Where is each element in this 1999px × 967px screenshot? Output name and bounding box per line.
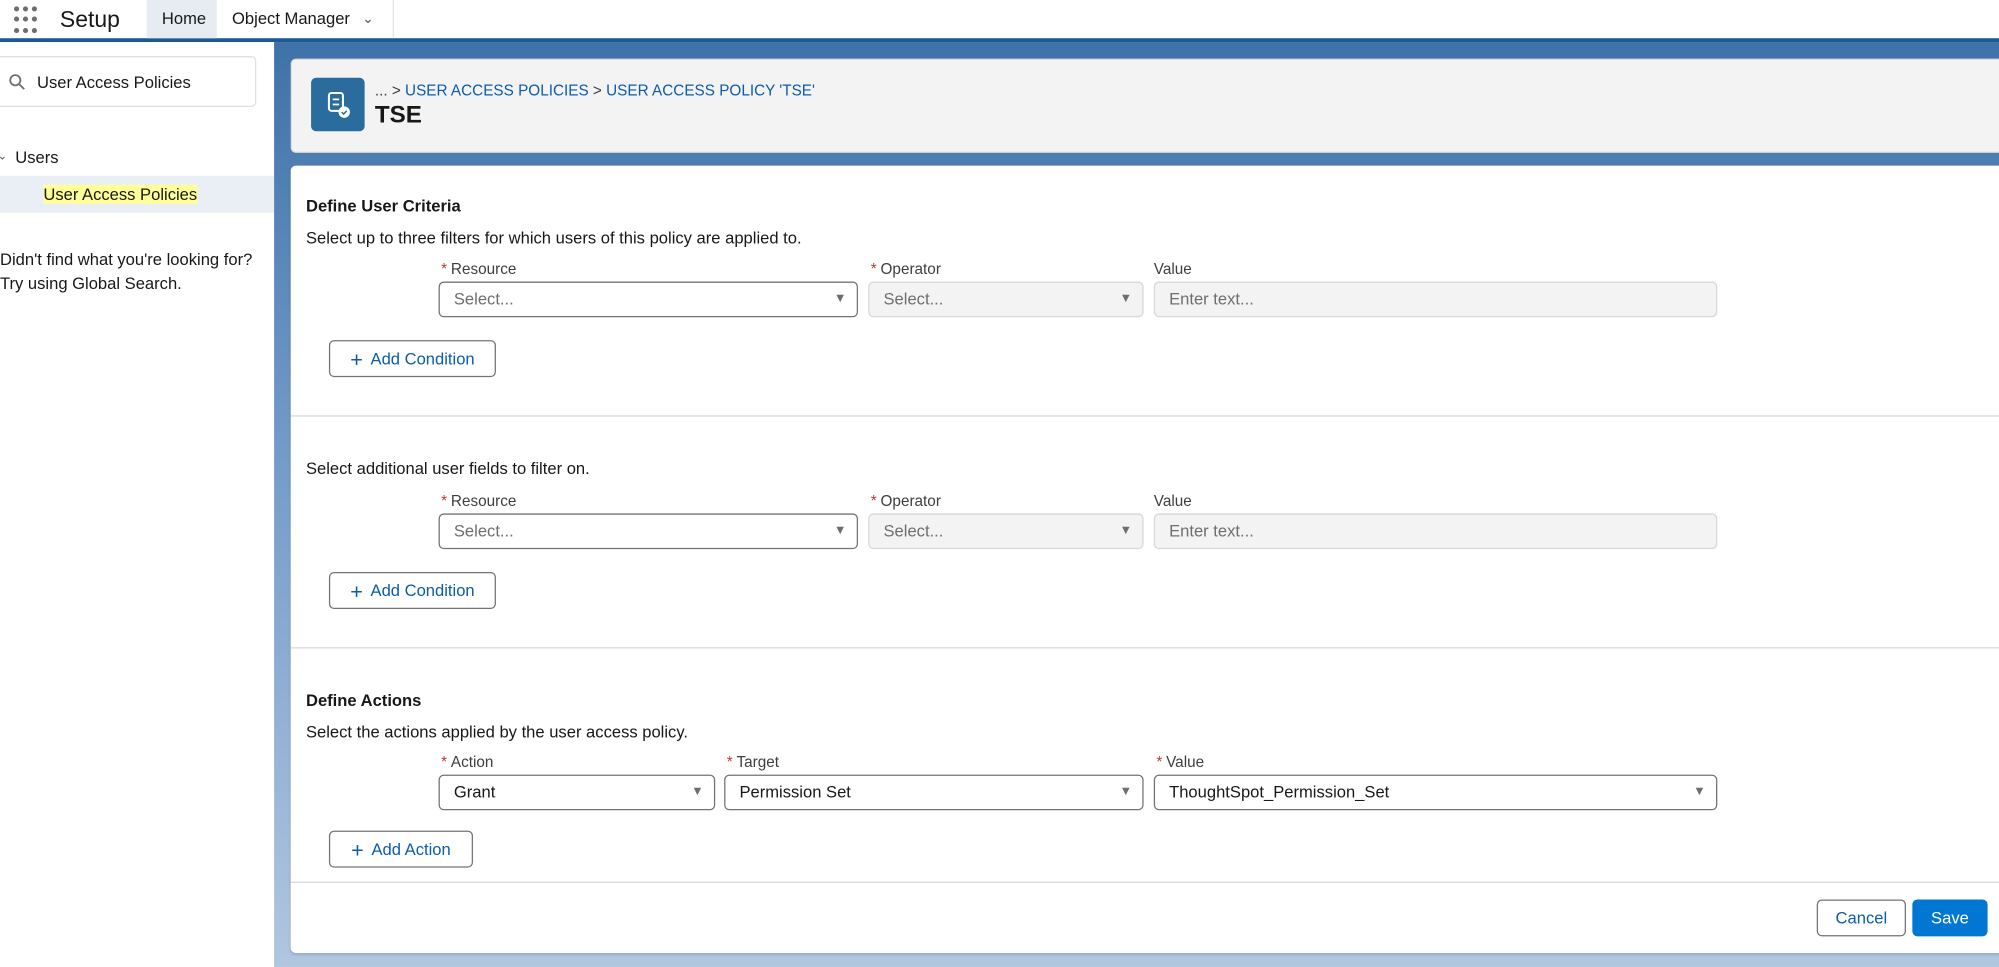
action-label: * Action — [441, 752, 494, 771]
caret-down-icon: ▼ — [1119, 291, 1133, 306]
resource-select[interactable]: Select... ▼ — [438, 513, 859, 550]
action-select[interactable]: Grant ▼ — [438, 774, 716, 811]
operator-label: * Operator — [870, 491, 941, 510]
caret-down-icon: ▼ — [1119, 784, 1133, 799]
section-title: Define Actions — [305, 690, 422, 710]
plus-icon: + — [350, 347, 363, 373]
resource-select[interactable]: Select... ▼ — [438, 281, 859, 318]
chevron-down-icon[interactable]: ⌄ — [0, 149, 7, 163]
tab-object-manager[interactable]: Object Manager ⌄ — [217, 0, 394, 39]
save-button[interactable]: Save — [1912, 899, 1988, 937]
search-value: User Access Policies — [36, 72, 191, 92]
plus-icon: + — [350, 579, 363, 604]
tree-item-label: User Access Policies — [43, 184, 198, 204]
divider — [290, 647, 1999, 649]
target-select[interactable]: Permission Set ▼ — [724, 774, 1144, 811]
app-launcher-icon[interactable] — [14, 6, 42, 34]
page-header: ... > USER ACCESS POLICIES > USER ACCESS… — [290, 58, 1999, 153]
section-description: Select additional user fields to filter … — [305, 458, 590, 478]
caret-down-icon: ▼ — [1119, 523, 1133, 538]
breadcrumb-ellipsis[interactable]: ... > — [374, 81, 401, 100]
chevron-down-icon[interactable]: ⌄ — [362, 11, 374, 27]
caret-down-icon: ▼ — [833, 291, 847, 306]
help-text: Didn't find what you're looking for? Try … — [0, 247, 252, 295]
value-label: Value — [1153, 259, 1192, 278]
section-title: Define User Criteria — [305, 196, 461, 216]
operator-label: * Operator — [870, 259, 941, 278]
breadcrumb-link[interactable]: USER ACCESS POLICIES — [405, 81, 589, 100]
tree-item-users[interactable]: Users — [15, 147, 59, 167]
tab-label: Object Manager — [232, 8, 350, 29]
caret-down-icon: ▼ — [691, 784, 704, 799]
tab-home[interactable]: Home — [146, 0, 217, 39]
policy-icon — [311, 77, 365, 132]
breadcrumb-separator: > — [592, 81, 602, 100]
divider — [290, 415, 1999, 417]
value-input[interactable]: Enter text... — [1153, 281, 1718, 318]
divider — [290, 881, 1999, 883]
help-line: Didn't find what you're looking for? — [0, 249, 253, 269]
search-icon — [9, 74, 25, 90]
breadcrumb: ... > USER ACCESS POLICIES > USER ACCESS… — [375, 82, 815, 100]
tree-item-user-access-policies[interactable]: User Access Policies — [0, 175, 275, 213]
help-line: Try using Global Search. — [0, 273, 182, 294]
add-action-button[interactable]: + Add Action — [328, 830, 473, 868]
plus-icon: + — [351, 838, 364, 863]
section-description: Select the actions applied by the user a… — [305, 722, 689, 742]
breadcrumb-link[interactable]: USER ACCESS POLICY 'TSE' — [606, 81, 815, 100]
operator-select[interactable]: Select... ▼ — [868, 281, 1144, 318]
cancel-button[interactable]: Cancel — [1816, 899, 1906, 937]
value-label: * Value — [1156, 752, 1205, 771]
add-condition-button[interactable]: + Add Condition — [328, 572, 496, 609]
app-name: Setup — [59, 6, 120, 32]
resource-label: * Resource — [441, 259, 517, 278]
quick-find-input[interactable]: User Access Policies — [0, 56, 257, 108]
sidebar: User Access Policies ⌄ Users User Access… — [0, 42, 275, 967]
add-condition-button[interactable]: + Add Condition — [328, 340, 496, 378]
page-title: TSE — [374, 101, 422, 129]
resource-label: * Resource — [441, 491, 517, 510]
target-label: * Target — [726, 752, 780, 771]
value-label: Value — [1153, 491, 1192, 510]
value-select[interactable]: ThoughtSpot_Permission_Set ▼ — [1153, 774, 1718, 811]
caret-down-icon: ▼ — [1693, 784, 1706, 799]
top-bar: Setup Home Object Manager ⌄ — [0, 0, 1999, 43]
section-description: Select up to three filters for which use… — [305, 228, 802, 248]
operator-select[interactable]: Select... ▼ — [868, 513, 1144, 550]
caret-down-icon: ▼ — [833, 523, 847, 538]
value-input[interactable]: Enter text... — [1153, 513, 1718, 550]
